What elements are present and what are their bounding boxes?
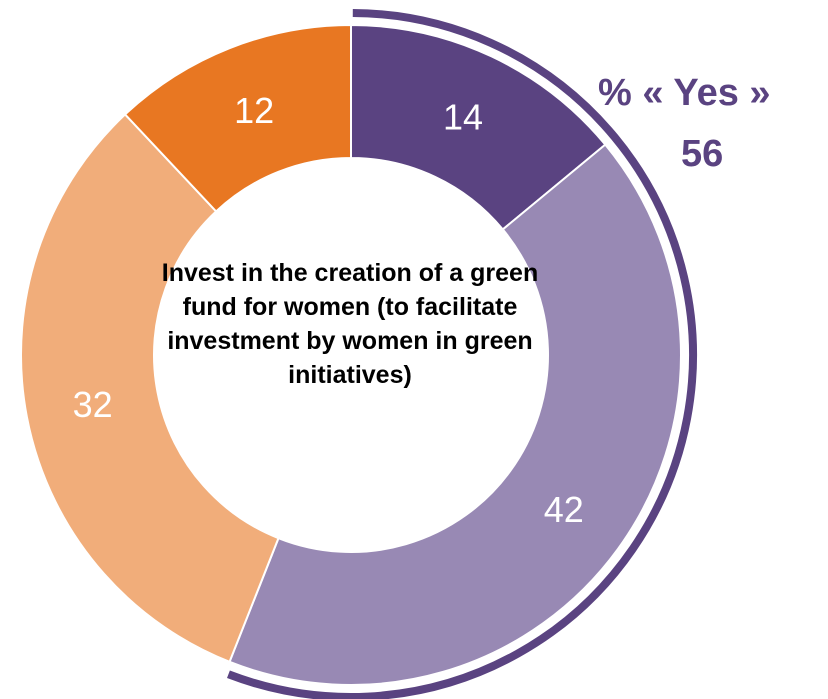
yes-bracket-arc xyxy=(227,9,697,699)
slice-label-42: 42 xyxy=(544,489,584,530)
slice-12 xyxy=(123,23,352,213)
slice-label-14: 14 xyxy=(443,97,483,138)
slice-32 xyxy=(20,113,280,664)
slice-label-32: 32 xyxy=(73,384,113,425)
donut-slices xyxy=(20,23,682,686)
slice-42 xyxy=(228,143,682,686)
yes-annotation-value: 56 xyxy=(681,133,724,175)
slice-label-12: 12 xyxy=(234,90,274,131)
yes-annotation-label: % « Yes » xyxy=(598,72,771,114)
slice-14 xyxy=(350,23,607,231)
slice-labels: 14 42 32 12 xyxy=(73,90,584,530)
chart-title: Invest in the creation of a green fund f… xyxy=(161,259,539,389)
